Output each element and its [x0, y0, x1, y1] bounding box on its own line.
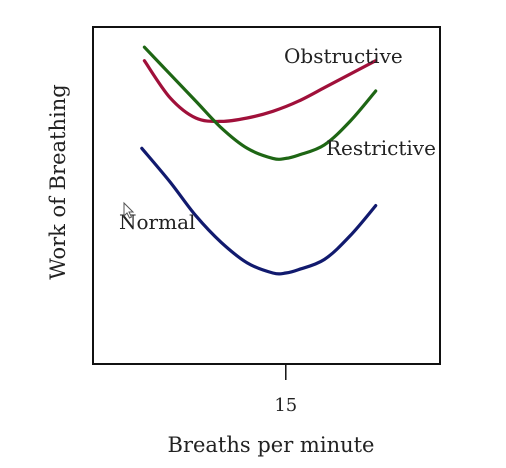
x-axis-label: Breaths per minute	[168, 433, 375, 457]
x-axis-ticks: 15	[274, 364, 297, 416]
series-label-obstructive: Obstructive	[284, 44, 403, 68]
plot-frame	[93, 27, 440, 364]
y-axis-label: Work of Breathing	[46, 84, 70, 279]
x-tick-label: 15	[274, 395, 297, 416]
series-line-obstructive	[144, 61, 375, 122]
series-label-restrictive: Restrictive	[326, 136, 436, 160]
series-label-normal: Normal	[119, 210, 195, 234]
series-lines	[142, 47, 376, 274]
